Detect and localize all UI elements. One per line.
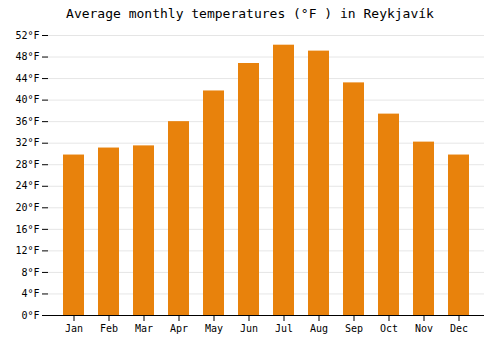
svg-text:Dec: Dec [450, 323, 468, 334]
svg-text:36°F: 36°F [15, 116, 39, 127]
html-text:Average monthly temperatures (: Average monthly temperatures (°F ) in Re… [66, 6, 434, 21]
svg-text:40°F: 40°F [15, 94, 39, 105]
svg-text:0°F: 0°F [21, 310, 39, 321]
svg-text:Apr: Apr [170, 323, 188, 334]
svg-text:24°F: 24°F [15, 180, 39, 191]
svg-text:Sep: Sep [345, 323, 363, 334]
svg-text:32°F: 32°F [15, 137, 39, 148]
svg-text:28°F: 28°F [15, 159, 39, 170]
svg-text:20°F: 20°F [15, 202, 39, 213]
svg-text:Feb: Feb [100, 323, 118, 334]
svg-text:Jun: Jun [240, 323, 258, 334]
svg-text:Nov: Nov [415, 323, 433, 334]
svg-text:Jan: Jan [65, 323, 83, 334]
svg-text:May: May [205, 323, 223, 334]
svg-text:48°F: 48°F [15, 51, 39, 62]
svg-text:Aug: Aug [310, 323, 328, 334]
svg-text:44°F: 44°F [15, 73, 39, 84]
svg-text:12°F: 12°F [15, 245, 39, 256]
svg-text:8°F: 8°F [21, 267, 39, 278]
svg-text:16°F: 16°F [15, 224, 39, 235]
svg-text:Mar: Mar [135, 323, 153, 334]
svg-text:52°F: 52°F [15, 30, 39, 41]
svg-text:4°F: 4°F [21, 288, 39, 299]
svg-text:Oct: Oct [380, 323, 398, 334]
svg-text:Jul: Jul [275, 323, 293, 334]
